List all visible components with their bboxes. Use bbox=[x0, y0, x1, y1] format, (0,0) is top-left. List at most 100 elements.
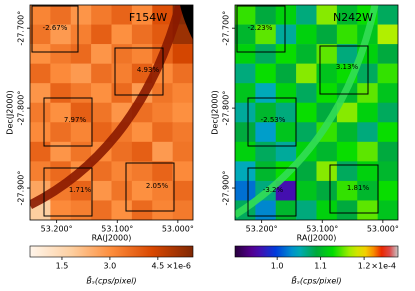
pixel bbox=[235, 122, 256, 143]
pixel bbox=[255, 24, 277, 45]
pixel bbox=[91, 5, 112, 25]
colorbar-tick-label: 3.0 bbox=[104, 262, 117, 271]
plot-frame bbox=[29, 4, 194, 221]
x-tick-label: 53.000° bbox=[162, 225, 194, 234]
pixel bbox=[336, 122, 358, 143]
pixel bbox=[172, 122, 193, 143]
pixel bbox=[336, 180, 358, 201]
region-box bbox=[247, 97, 297, 147]
pixel bbox=[357, 200, 378, 220]
pixel bbox=[30, 44, 51, 64]
pixel bbox=[30, 83, 51, 104]
pixel bbox=[296, 102, 317, 123]
pixel bbox=[70, 63, 92, 84]
pixel bbox=[336, 44, 358, 64]
plot-frame bbox=[234, 4, 399, 221]
pixel bbox=[316, 44, 338, 64]
pixel bbox=[255, 5, 277, 25]
pixel bbox=[111, 63, 133, 84]
x-tick-label: 53.100° bbox=[101, 225, 133, 234]
pixel bbox=[70, 24, 92, 45]
region-box bbox=[43, 97, 93, 147]
pixel bbox=[172, 200, 193, 220]
pixel bbox=[91, 200, 112, 220]
pixel bbox=[172, 24, 193, 45]
pixel bbox=[91, 102, 112, 123]
pixel bbox=[152, 200, 173, 220]
pixel bbox=[357, 141, 378, 162]
pixel bbox=[50, 122, 72, 143]
x-tick-label: 53.200° bbox=[246, 225, 278, 234]
pixel bbox=[50, 102, 72, 123]
pixel bbox=[275, 122, 297, 143]
pixel bbox=[296, 24, 317, 45]
arc-feature bbox=[30, 5, 185, 210]
pixel bbox=[70, 180, 92, 201]
pixel bbox=[111, 83, 133, 104]
pixel bbox=[336, 200, 358, 220]
y-tick-label: -27.800° bbox=[222, 91, 231, 126]
pixel bbox=[377, 102, 398, 123]
pixel bbox=[235, 44, 256, 64]
pixel bbox=[336, 5, 358, 25]
y-tick-label: -27.700° bbox=[222, 11, 231, 46]
region-label: -3.2% bbox=[263, 186, 284, 194]
y-tick-label: -27.800° bbox=[17, 91, 26, 126]
pixel bbox=[50, 83, 72, 104]
pixel bbox=[111, 24, 133, 45]
pixel bbox=[111, 200, 133, 220]
pixel bbox=[172, 141, 193, 162]
pixel bbox=[152, 102, 173, 123]
pixel bbox=[30, 24, 51, 45]
pixel bbox=[296, 5, 317, 25]
pixel bbox=[131, 200, 153, 220]
pixel bbox=[316, 83, 338, 104]
pixel bbox=[296, 122, 317, 143]
pixel bbox=[172, 180, 193, 201]
pixel bbox=[357, 180, 378, 201]
pixel bbox=[91, 63, 112, 84]
pixel bbox=[131, 44, 153, 64]
pixel bbox=[275, 83, 297, 104]
region-label: 1.71% bbox=[69, 186, 92, 194]
region-box bbox=[114, 47, 164, 96]
pixel bbox=[336, 102, 358, 123]
pixel bbox=[91, 161, 112, 182]
pixel bbox=[50, 141, 72, 162]
pixel bbox=[131, 141, 153, 162]
pixel bbox=[316, 180, 338, 201]
pixel bbox=[131, 5, 153, 25]
pixel bbox=[91, 83, 112, 104]
pixel bbox=[235, 63, 256, 84]
pixel bbox=[131, 24, 153, 45]
pixel bbox=[111, 5, 133, 25]
pixel bbox=[377, 141, 398, 162]
pixel bbox=[316, 161, 338, 182]
pixel bbox=[152, 161, 173, 182]
colorbar-offset: ×1e-4 bbox=[371, 262, 396, 271]
pixel bbox=[50, 24, 72, 45]
pixel bbox=[50, 63, 72, 84]
pixel bbox=[50, 200, 72, 220]
pixel bbox=[275, 200, 297, 220]
pixel bbox=[255, 161, 277, 182]
region-box bbox=[247, 167, 297, 217]
pixel bbox=[316, 63, 338, 84]
x-tick-label: 53.000° bbox=[367, 225, 399, 234]
region-label: -2.53% bbox=[261, 116, 286, 124]
pixel bbox=[377, 5, 398, 25]
pixel bbox=[336, 161, 358, 182]
pixel bbox=[235, 83, 256, 104]
pixel bbox=[377, 200, 398, 220]
y-axis-label: Dec(J2000) bbox=[6, 90, 15, 134]
pixel bbox=[91, 44, 112, 64]
pixel bbox=[91, 122, 112, 143]
y-tick-label: -27.900° bbox=[222, 171, 231, 206]
x-tick-label: 53.100° bbox=[306, 225, 338, 234]
pixel bbox=[377, 122, 398, 143]
region-box bbox=[43, 167, 93, 217]
pixel bbox=[172, 102, 193, 123]
pixel bbox=[377, 63, 398, 84]
pixel bbox=[70, 102, 92, 123]
